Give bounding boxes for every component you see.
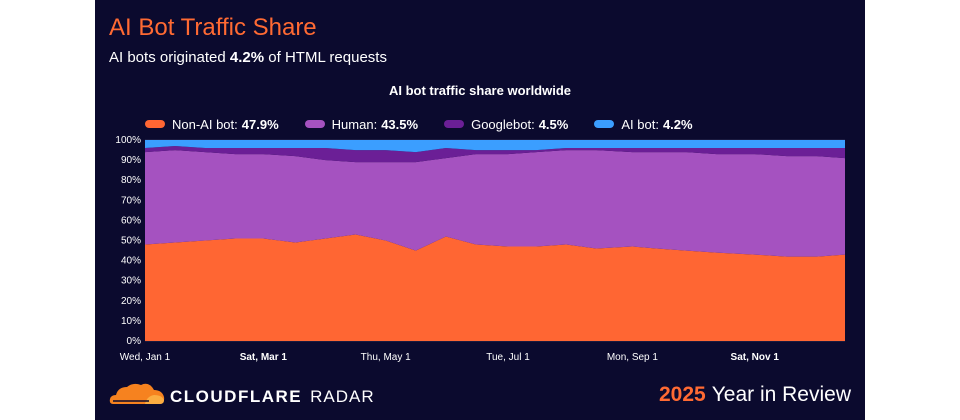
y-tick-label: 0% <box>127 336 142 347</box>
legend-label: Non-AI bot <box>172 116 235 132</box>
y-tick-label: 50% <box>121 236 141 247</box>
y-tick-label: 70% <box>121 195 141 206</box>
subtitle-prefix: AI bots originated <box>109 49 226 66</box>
chart-title: AI bot traffic share worldwide <box>388 83 572 98</box>
subtitle-suffix: of HTML requests <box>268 49 387 66</box>
chart-card: AI Bot Traffic Share AI bots originated … <box>95 0 865 420</box>
y-tick-label: 100% <box>115 135 141 146</box>
x-tick-label: Tue, Jul 1 <box>486 352 530 363</box>
y-tick-label: 10% <box>121 316 141 327</box>
legend-item-human[interactable]: Human:43.5% <box>304 116 419 132</box>
y-tick-label: 60% <box>121 215 141 226</box>
brand-name: CLOUDFLARE RADAR <box>170 387 375 407</box>
area-chart: 0% 10% 20% 30% 40% 50% 60% 70% 80% 90% 100% Wed, J… <box>115 135 845 363</box>
y-tick-label: 30% <box>121 276 141 287</box>
legend-value: 43.5% <box>381 116 419 132</box>
y-tick-label: 40% <box>121 256 141 267</box>
legend-swatch <box>444 120 465 128</box>
year-number: 2025 <box>658 383 706 406</box>
y-tick-label: 90% <box>121 155 141 166</box>
area-series-ai-bot[interactable] <box>145 140 845 153</box>
cloudflare-logo-icon <box>109 383 165 404</box>
legend-label: Googlebot <box>471 116 532 132</box>
legend-swatch <box>304 120 325 128</box>
y-tick-label: 20% <box>121 296 141 307</box>
legend-swatch <box>594 120 615 128</box>
year-in-review: 2025 Year in Review <box>659 383 851 407</box>
brand-radar: RADAR <box>310 387 375 406</box>
legend-value: 4.5% <box>538 116 569 132</box>
area-series-non-ai-bot[interactable] <box>145 234 845 342</box>
legend-label: Human <box>331 116 374 132</box>
area-series-googlebot[interactable] <box>145 146 845 163</box>
x-tick-label: Sat, Mar 1 <box>240 352 288 363</box>
x-axis-ticks: Wed, Jan 1 Sat, Mar 1 Thu, May 1 Tue, Jul 1… <box>120 352 780 363</box>
legend-item-non-ai-bot[interactable]: Non-AI bot:47.9% <box>145 117 279 132</box>
chart-areas <box>145 140 845 341</box>
x-tick-label: Mon, Sep 1 <box>607 352 659 363</box>
y-tick-label: 80% <box>121 175 141 186</box>
year-label: Year in Review <box>711 383 851 406</box>
area-series-human[interactable] <box>145 150 845 257</box>
legend-value: 4.2% <box>662 116 693 132</box>
legend-item-ai-bot[interactable]: AI bot:4.2% <box>594 116 693 132</box>
page-subtitle: AI bots originated 4.2% of HTML requests <box>109 49 387 66</box>
legend-swatch <box>145 120 165 128</box>
legend-item-googlebot[interactable]: Googlebot:4.5% <box>444 117 568 132</box>
x-tick-label: Wed, Jan 1 <box>120 352 171 363</box>
brand-cloudflare: CLOUDFLARE <box>170 387 303 406</box>
y-axis-ticks: 0% 10% 20% 30% 40% 50% 60% 70% 80% 90% 100% <box>115 135 141 347</box>
legend-label: AI bot <box>621 116 656 132</box>
x-tick-label: Thu, May 1 <box>361 352 411 363</box>
x-tick-label: Sat, Nov 1 <box>731 352 780 363</box>
subtitle-value: 4.2% <box>229 49 265 66</box>
chart-legend: Non-AI bot:47.9% Human:43.5% Googlebot:4… <box>145 115 693 133</box>
page-title: AI Bot Traffic Share <box>109 14 317 41</box>
legend-value: 47.9% <box>241 116 279 132</box>
